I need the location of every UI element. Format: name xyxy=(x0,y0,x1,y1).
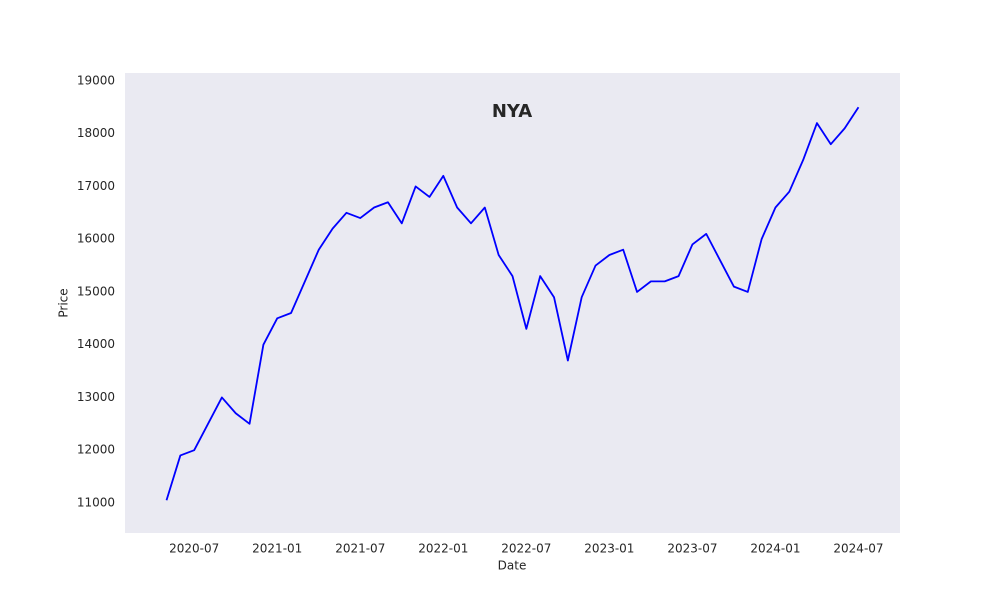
x-tick-label: 2022-01 xyxy=(418,542,468,556)
x-tick-label: 2021-07 xyxy=(335,542,385,556)
x-tick-label: 2024-07 xyxy=(833,542,883,556)
line xyxy=(165,106,860,501)
chart-title: NYA xyxy=(492,101,532,122)
x-tick-label: 2021-01 xyxy=(252,542,302,556)
y-tick-label: 16000 xyxy=(77,232,115,246)
x-tick-label: 2023-07 xyxy=(667,542,717,556)
y-tick-label: 14000 xyxy=(77,337,115,351)
x-tick-label: 2024-01 xyxy=(750,542,800,556)
y-tick-label: 17000 xyxy=(77,179,115,193)
x-axis-label: Date xyxy=(498,559,527,573)
y-tick-label: 11000 xyxy=(77,495,115,509)
y-tick-label: 18000 xyxy=(77,126,115,140)
x-tick-label: 2023-01 xyxy=(584,542,634,556)
y-axis-label: Price xyxy=(57,288,71,317)
y-tick-label: 15000 xyxy=(77,284,115,298)
x-tick-label: 2022-07 xyxy=(501,542,551,556)
y-tick-label: 19000 xyxy=(77,73,115,87)
plot-area xyxy=(125,73,900,533)
y-tick-label: 13000 xyxy=(77,390,115,404)
y-tick-label: 12000 xyxy=(77,443,115,457)
x-tick-label: 2020-07 xyxy=(169,542,219,556)
